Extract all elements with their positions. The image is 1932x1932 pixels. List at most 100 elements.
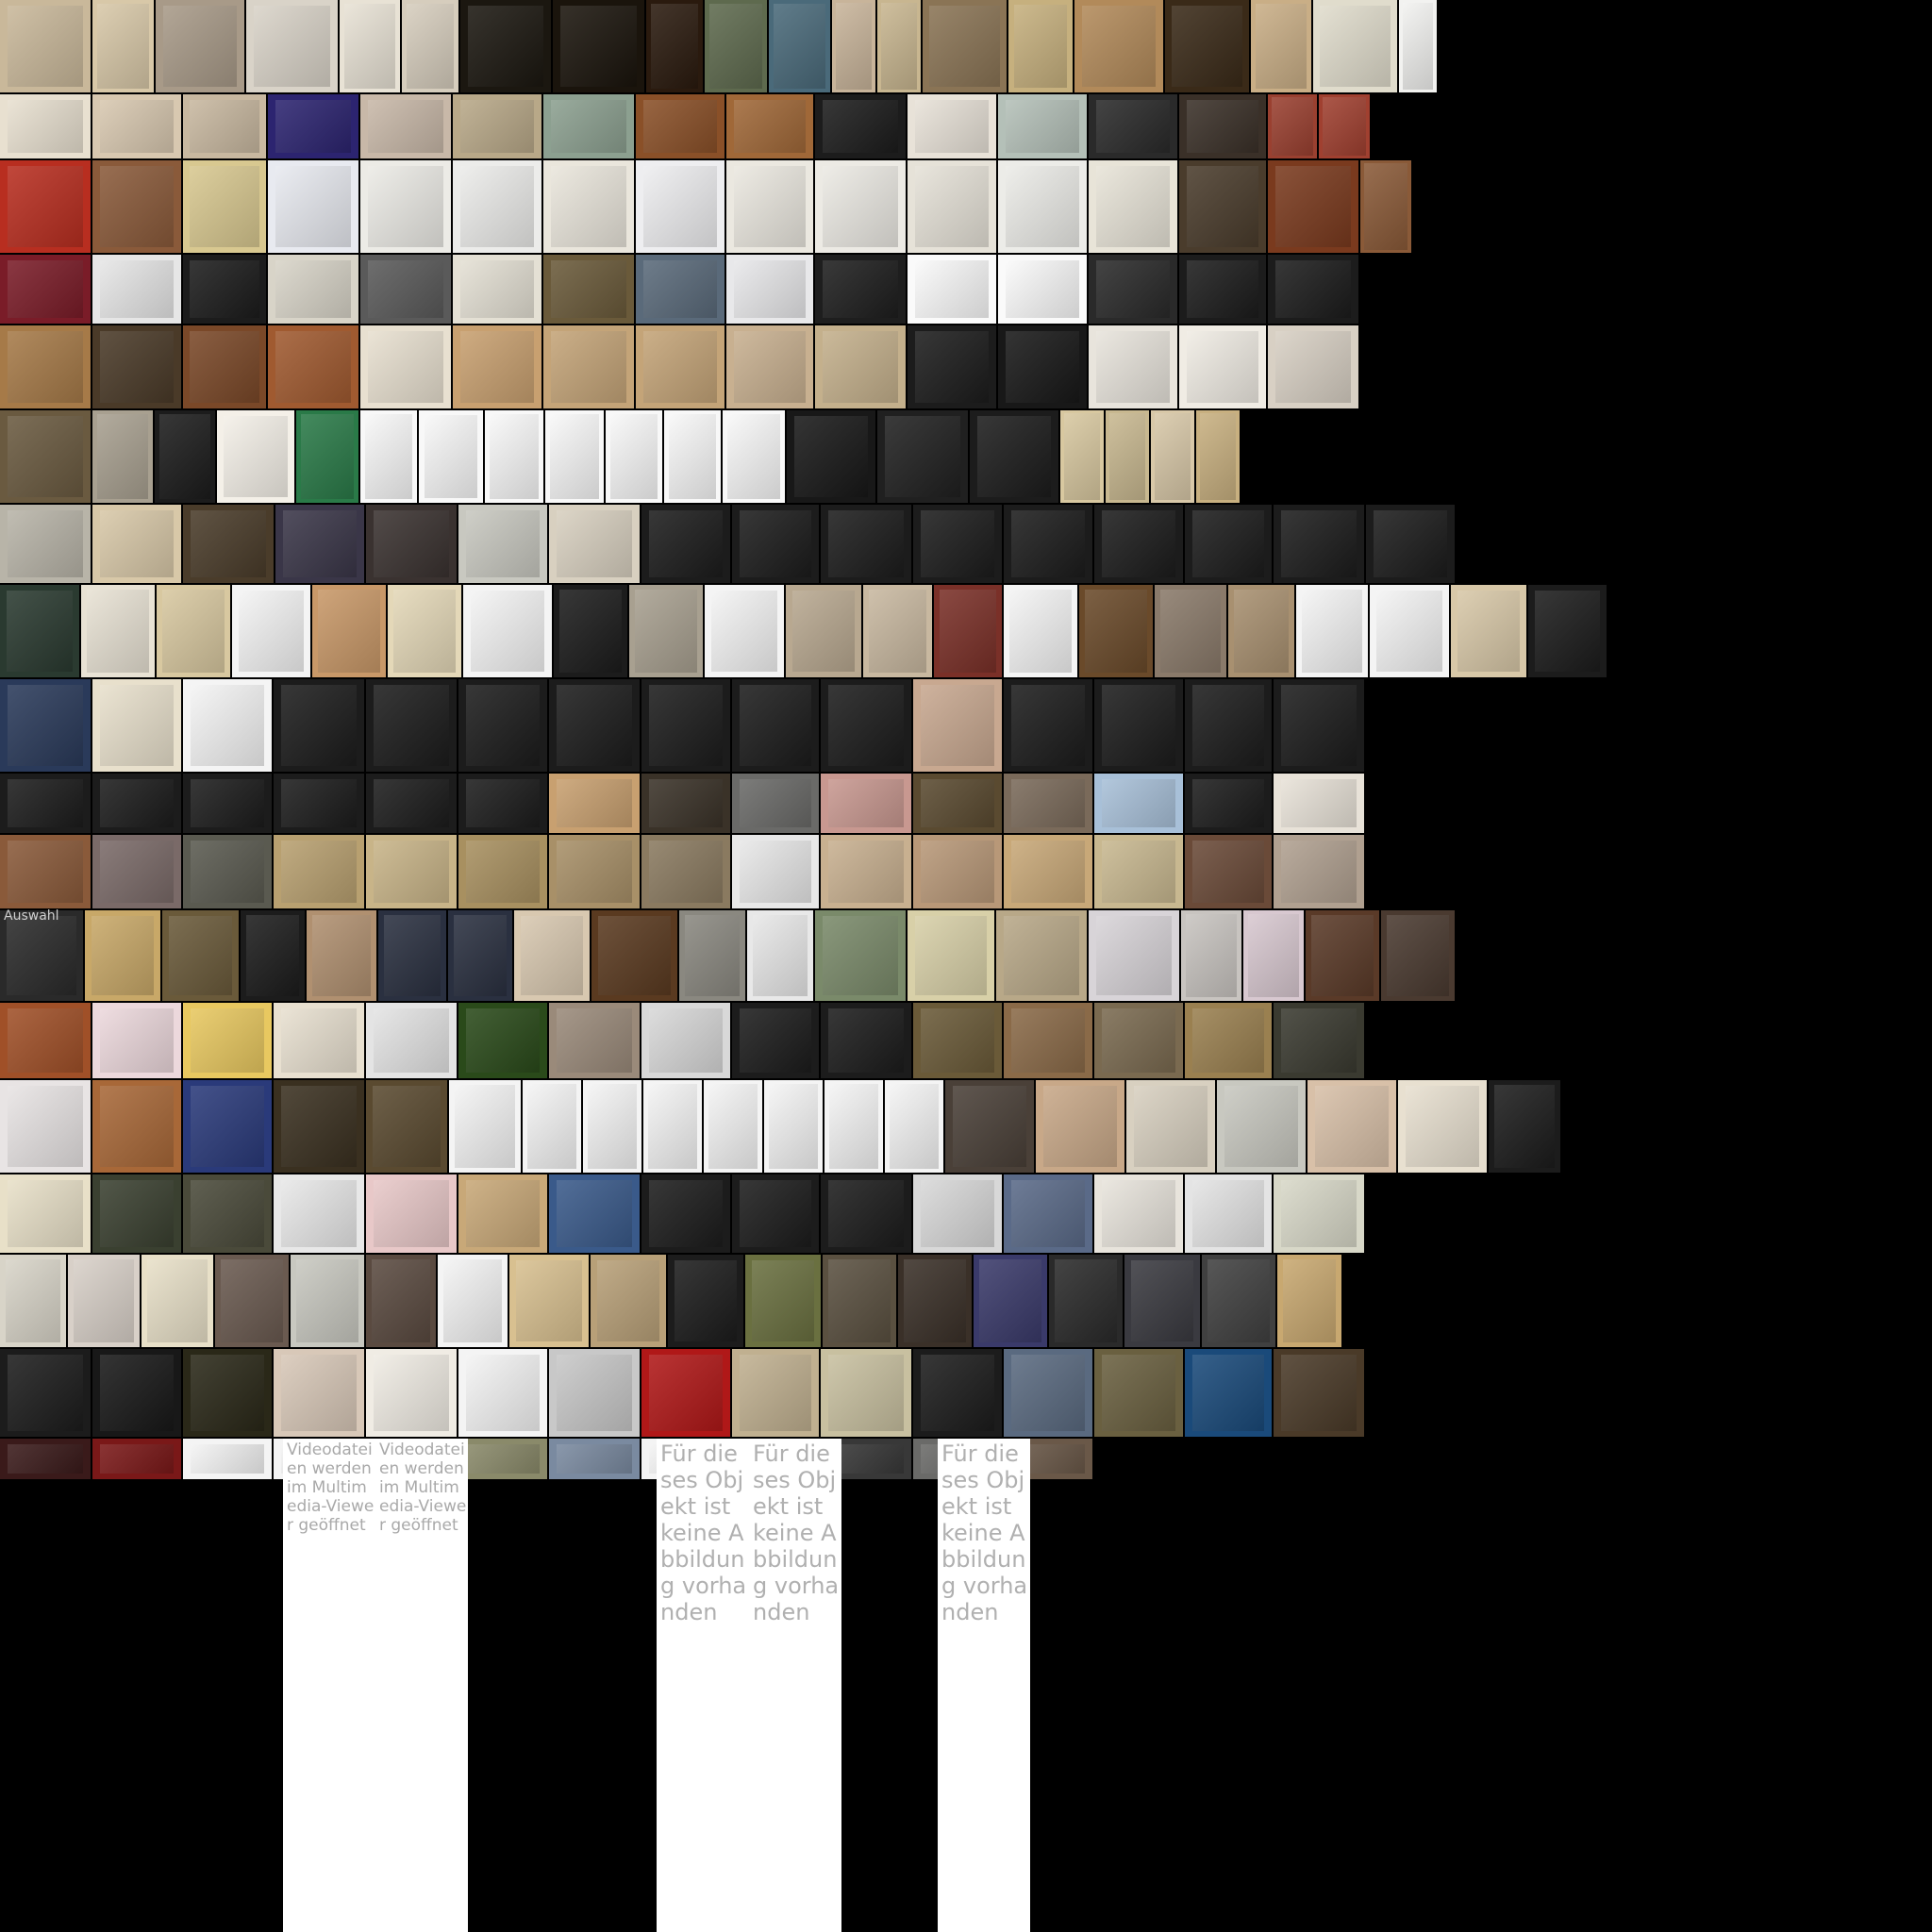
thumbnail-tile[interactable]	[824, 1080, 883, 1173]
thumbnail-tile[interactable]	[183, 835, 272, 908]
thumbnail-tile[interactable]	[908, 325, 996, 408]
thumbnail-tile[interactable]	[0, 325, 91, 408]
thumbnail-tile[interactable]	[453, 255, 541, 324]
thumbnail-tile[interactable]	[1089, 94, 1177, 158]
thumbnail-tile[interactable]	[458, 1349, 547, 1437]
thumbnail-tile[interactable]	[636, 255, 724, 324]
thumbnail-tile[interactable]	[821, 1003, 911, 1078]
thumbnail-tile[interactable]	[1124, 1255, 1200, 1347]
thumbnail-tile[interactable]	[606, 410, 662, 503]
thumbnail-tile[interactable]	[1089, 910, 1179, 1001]
thumbnail-tile[interactable]	[232, 585, 310, 677]
thumbnail-tile[interactable]	[823, 1255, 896, 1347]
thumbnail-tile[interactable]	[1528, 585, 1607, 677]
thumbnail-tile[interactable]	[1196, 410, 1240, 503]
thumbnail-tile[interactable]	[641, 835, 730, 908]
thumbnail-tile[interactable]	[1094, 679, 1183, 772]
thumbnail-tile[interactable]	[732, 1174, 819, 1253]
thumbnail-tile[interactable]	[92, 160, 181, 253]
thumbnail-tile[interactable]	[366, 1349, 457, 1437]
thumbnail-tile[interactable]	[514, 910, 590, 1001]
thumbnail-tile[interactable]	[679, 910, 745, 1001]
thumbnail-tile[interactable]	[543, 325, 634, 408]
thumbnail-tile[interactable]	[92, 325, 181, 408]
thumbnail-tile[interactable]	[913, 679, 1002, 772]
thumbnail-tile[interactable]	[183, 1349, 272, 1437]
thumbnail-tile[interactable]	[453, 325, 541, 408]
thumbnail-tile[interactable]	[366, 835, 457, 908]
thumbnail-tile[interactable]	[543, 255, 634, 324]
thumbnail-tile[interactable]	[1268, 255, 1358, 324]
thumbnail-tile[interactable]	[142, 1255, 213, 1347]
thumbnail-tile[interactable]	[745, 1255, 821, 1347]
thumbnail-tile[interactable]	[641, 1349, 730, 1437]
thumbnail-tile[interactable]	[360, 160, 451, 253]
thumbnail-tile[interactable]	[646, 0, 703, 92]
thumbnail-tile[interactable]	[913, 1349, 1002, 1437]
thumbnail-tile[interactable]	[509, 1255, 589, 1347]
thumbnail-tile[interactable]	[1094, 774, 1183, 833]
thumbnail-tile[interactable]	[366, 1080, 447, 1173]
thumbnail-tile[interactable]	[1004, 585, 1077, 677]
thumbnail-tile[interactable]	[1179, 255, 1266, 324]
thumbnail-tile[interactable]	[1274, 835, 1364, 908]
thumbnail-tile[interactable]	[215, 1255, 289, 1347]
thumbnail-tile[interactable]	[1185, 774, 1272, 833]
thumbnail-tile[interactable]	[268, 325, 358, 408]
thumbnail-tile[interactable]	[704, 1080, 762, 1173]
thumbnail-tile[interactable]	[815, 255, 906, 324]
thumbnail-tile[interactable]	[1366, 505, 1455, 583]
thumbnail-tile[interactable]	[1274, 505, 1364, 583]
thumbnail-tile[interactable]	[458, 835, 547, 908]
thumbnail-tile[interactable]	[732, 505, 819, 583]
thumbnail-tile[interactable]	[183, 774, 272, 833]
thumbnail-tile[interactable]	[549, 1349, 640, 1437]
thumbnail-tile[interactable]	[643, 1080, 702, 1173]
thumbnail-tile[interactable]	[1004, 505, 1092, 583]
thumbnail-tile[interactable]	[162, 910, 239, 1001]
thumbnail-tile[interactable]	[747, 910, 813, 1001]
thumbnail-tile[interactable]	[183, 1174, 272, 1253]
thumbnail-tile[interactable]	[1217, 1080, 1306, 1173]
thumbnail-tile[interactable]	[1451, 585, 1526, 677]
thumbnail-tile[interactable]	[92, 255, 181, 324]
thumbnail-tile[interactable]	[1079, 585, 1153, 677]
thumbnail-tile[interactable]	[908, 160, 996, 253]
thumbnail-tile[interactable]	[366, 1174, 457, 1253]
thumbnail-tile[interactable]	[360, 94, 451, 158]
thumbnail-tile[interactable]	[291, 1255, 364, 1347]
thumbnail-tile[interactable]	[268, 94, 358, 158]
thumbnail-tile[interactable]	[1165, 0, 1249, 92]
thumbnail-tile[interactable]	[268, 255, 358, 324]
thumbnail-tile[interactable]	[0, 679, 91, 772]
thumbnail-tile[interactable]	[786, 585, 861, 677]
thumbnail-tile[interactable]	[1008, 0, 1073, 92]
thumbnail-tile[interactable]	[366, 774, 457, 833]
thumbnail-tile[interactable]	[998, 255, 1087, 324]
thumbnail-tile[interactable]	[815, 325, 906, 408]
thumbnail-tile[interactable]	[913, 1174, 1002, 1253]
thumbnail-tile[interactable]	[1089, 325, 1177, 408]
thumbnail-tile[interactable]	[523, 1080, 581, 1173]
thumbnail-tile[interactable]	[705, 585, 784, 677]
thumbnail-tile[interactable]	[553, 0, 644, 92]
thumbnail-tile[interactable]	[312, 585, 386, 677]
thumbnail-tile[interactable]	[92, 1003, 181, 1078]
thumbnail-tile[interactable]	[705, 0, 767, 92]
thumbnail-tile[interactable]	[1381, 910, 1455, 1001]
thumbnail-tile[interactable]	[388, 585, 461, 677]
thumbnail-tile[interactable]	[1274, 679, 1364, 772]
thumbnail-tile[interactable]	[998, 94, 1087, 158]
thumbnail-tile[interactable]	[554, 585, 627, 677]
thumbnail-tile[interactable]	[1179, 94, 1266, 158]
thumbnail-tile[interactable]	[1094, 835, 1183, 908]
thumbnail-tile[interactable]	[458, 774, 547, 833]
thumbnail-tile[interactable]	[549, 1003, 640, 1078]
thumbnail-tile[interactable]	[629, 585, 703, 677]
thumbnail-tile[interactable]	[157, 585, 230, 677]
thumbnail-tile[interactable]	[1489, 1080, 1560, 1173]
thumbnail-tile[interactable]	[155, 410, 215, 503]
thumbnail-tile[interactable]	[183, 1080, 272, 1173]
thumbnail-tile[interactable]	[92, 94, 181, 158]
thumbnail-tile[interactable]	[1277, 1255, 1341, 1347]
